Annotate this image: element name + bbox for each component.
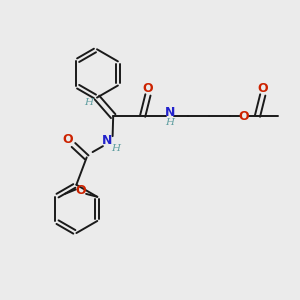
- Text: O: O: [257, 82, 268, 95]
- Text: N: N: [102, 134, 112, 147]
- Text: H: H: [165, 118, 174, 127]
- Text: O: O: [142, 82, 153, 95]
- Text: H: H: [84, 98, 93, 107]
- Text: O: O: [75, 184, 86, 197]
- Text: H: H: [112, 144, 121, 153]
- Text: O: O: [238, 110, 249, 123]
- Text: N: N: [164, 106, 175, 119]
- Text: O: O: [62, 133, 73, 146]
